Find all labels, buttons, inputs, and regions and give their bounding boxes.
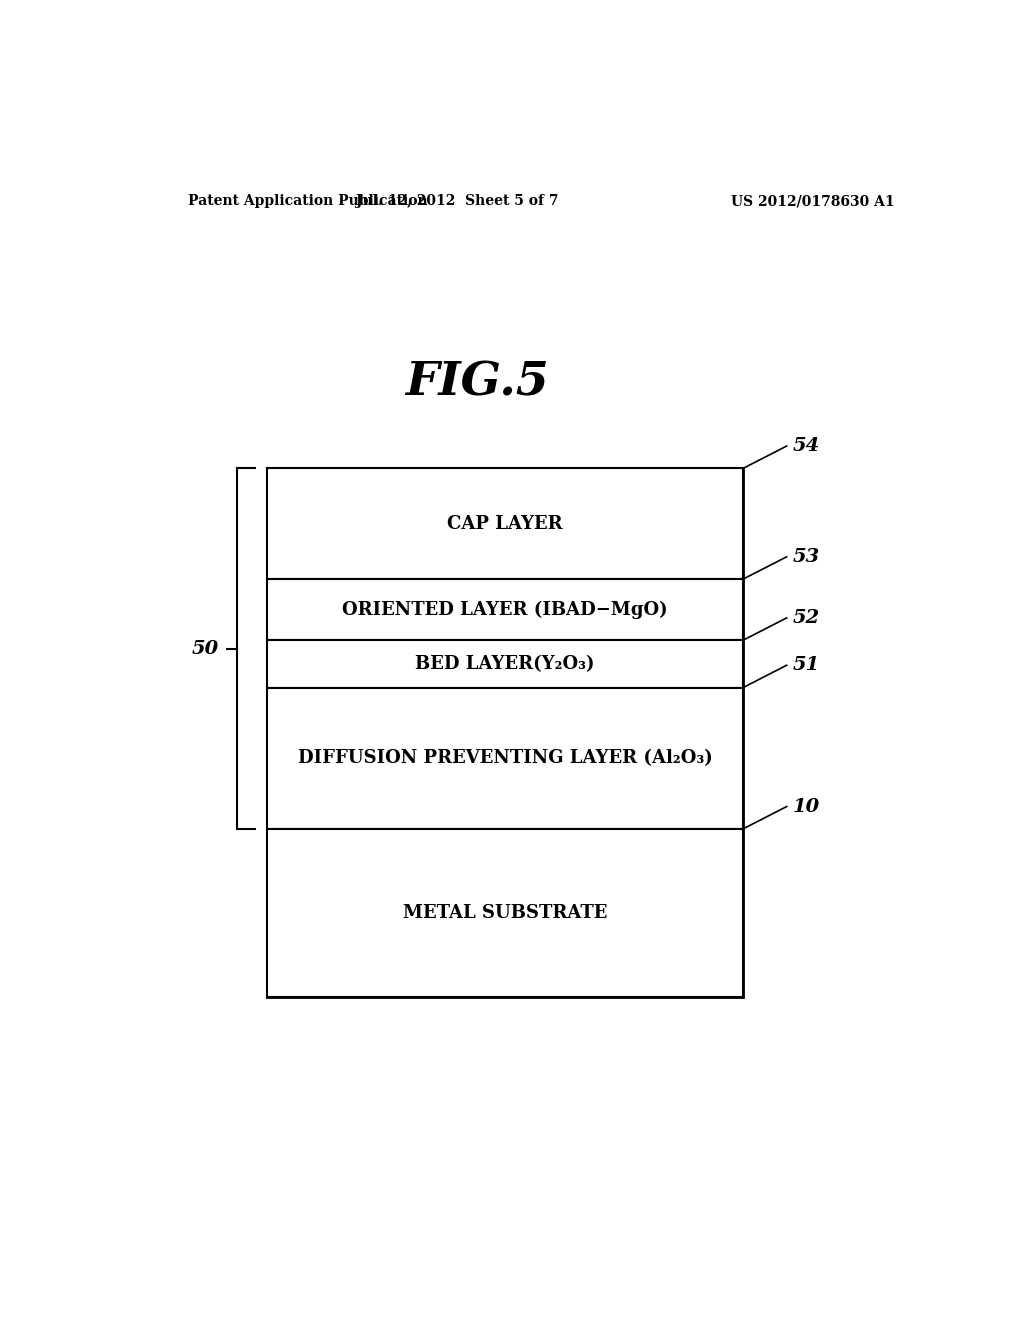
Text: 53: 53 [793, 548, 819, 566]
Bar [267, 829, 743, 997]
Text: 10: 10 [793, 797, 819, 816]
Bar [267, 469, 743, 997]
Bar [267, 640, 743, 688]
Bar [267, 688, 743, 829]
Text: Jul. 12, 2012  Sheet 5 of 7: Jul. 12, 2012 Sheet 5 of 7 [356, 194, 559, 209]
Text: BED LAYER(Y₂O₃): BED LAYER(Y₂O₃) [415, 655, 595, 673]
Text: US 2012/0178630 A1: US 2012/0178630 A1 [731, 194, 895, 209]
Bar [267, 469, 743, 579]
Text: METAL SUBSTRATE: METAL SUBSTRATE [402, 904, 607, 921]
Text: 54: 54 [793, 437, 819, 455]
Text: ORIENTED LAYER (IBAD−MgO): ORIENTED LAYER (IBAD−MgO) [342, 601, 668, 619]
Text: 51: 51 [793, 656, 819, 675]
Text: 50: 50 [193, 640, 219, 657]
Text: Patent Application Publication: Patent Application Publication [187, 194, 427, 209]
Text: DIFFUSION PREVENTING LAYER (Al₂O₃): DIFFUSION PREVENTING LAYER (Al₂O₃) [298, 750, 713, 767]
Text: FIG.5: FIG.5 [406, 359, 549, 405]
Text: 52: 52 [793, 609, 819, 627]
Text: CAP LAYER: CAP LAYER [447, 515, 563, 533]
Bar [267, 579, 743, 640]
